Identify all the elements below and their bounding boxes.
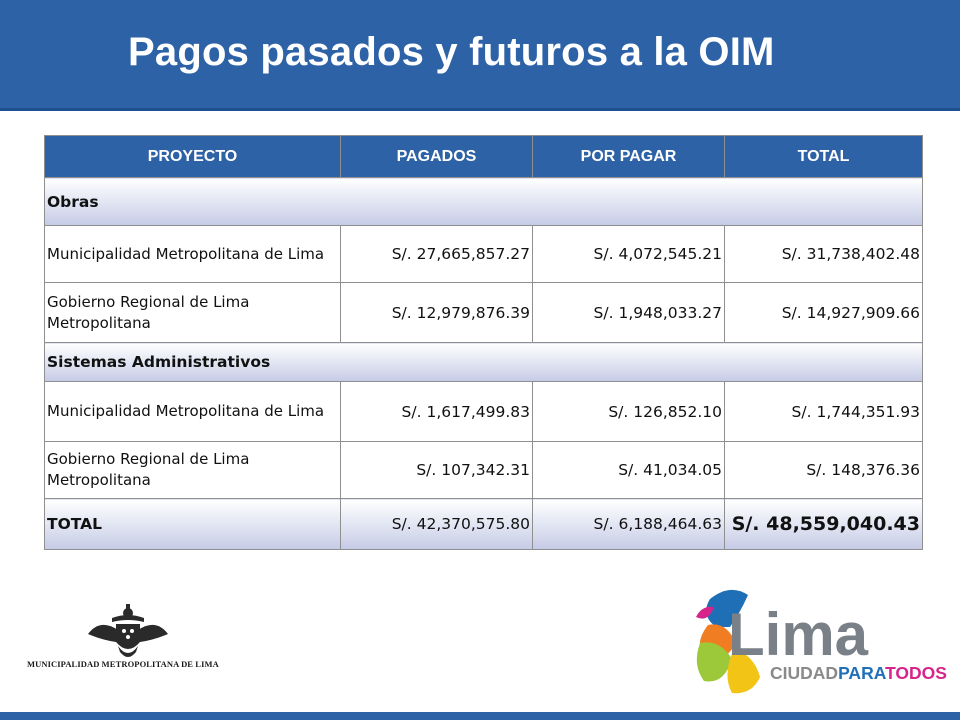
logo-yellow-shape — [727, 649, 760, 694]
logo-green-shape — [696, 642, 732, 682]
table-row: Municipalidad Metropolitana de Lima S/. … — [44, 225, 923, 283]
total-row: TOTAL S/. 42,370,575.80 S/. 6,188,464.63… — [44, 498, 923, 550]
tagline-ciudad: CIUDAD — [770, 663, 838, 683]
por-pagar-value: S/. 41,034.05 — [532, 441, 725, 499]
project-name: Municipalidad Metropolitana de Lima — [44, 381, 341, 442]
table-row: Gobierno Regional de Lima Metropolitana … — [44, 441, 923, 499]
table-row: Municipalidad Metropolitana de Lima S/. … — [44, 381, 923, 442]
tagline-para: PARA — [838, 663, 887, 683]
column-header-por-pagar: POR PAGAR — [532, 135, 725, 178]
section-row-obras: Obras — [44, 177, 923, 226]
logo-word: Lima — [728, 601, 869, 668]
project-name: Gobierno Regional de Lima Metropolitana — [44, 282, 341, 343]
total-value: S/. 31,738,402.48 — [724, 225, 923, 283]
lima-logo: Lima CIUDADPARATODOS — [696, 589, 947, 694]
total-pagados-value: S/. 42,370,575.80 — [340, 498, 533, 550]
table-header-row: PROYECTO PAGADOS POR PAGAR TOTAL — [44, 135, 923, 178]
total-value: S/. 1,744,351.93 — [724, 381, 923, 442]
pagados-value: S/. 27,665,857.27 — [340, 225, 533, 283]
grand-total-value: S/. 48,559,040.43 — [724, 498, 923, 550]
coat-of-arms-icon — [88, 604, 168, 657]
header-band — [0, 0, 960, 110]
total-por-pagar-value: S/. 6,188,464.63 — [532, 498, 725, 550]
page-title: Pagos pasados y futuros a la OIM — [128, 30, 775, 74]
pagados-value: S/. 12,979,876.39 — [340, 282, 533, 343]
logo-pink-shape — [696, 606, 714, 619]
total-label: TOTAL — [44, 498, 341, 550]
header-divider — [0, 108, 960, 111]
total-value: S/. 148,376.36 — [724, 441, 923, 499]
logo-tagline: CIUDADPARATODOS — [770, 663, 947, 683]
footer-band — [0, 712, 960, 720]
por-pagar-value: S/. 1,948,033.27 — [532, 282, 725, 343]
pagados-value: S/. 1,617,499.83 — [340, 381, 533, 442]
section-label: Obras — [44, 177, 923, 226]
tagline-todos: TODOS — [885, 663, 947, 683]
total-value: S/. 14,927,909.66 — [724, 282, 923, 343]
logo-blue-shape — [706, 589, 748, 627]
table-row: Gobierno Regional de Lima Metropolitana … — [44, 282, 923, 343]
section-label: Sistemas Administrativos — [44, 342, 923, 382]
payments-table: PROYECTO PAGADOS POR PAGAR TOTAL Obras M… — [44, 135, 923, 550]
por-pagar-value: S/. 4,072,545.21 — [532, 225, 725, 283]
column-header-proyecto: PROYECTO — [44, 135, 341, 178]
project-name: Municipalidad Metropolitana de Lima — [44, 225, 341, 283]
por-pagar-value: S/. 126,852.10 — [532, 381, 725, 442]
municipalidad-logo-text: MUNICIPALIDAD METROPOLITANA DE LIMA — [27, 659, 219, 669]
project-name: Gobierno Regional de Lima Metropolitana — [44, 441, 341, 499]
section-row-sistemas-administrativos: Sistemas Administrativos — [44, 342, 923, 382]
column-header-total: TOTAL — [724, 135, 923, 178]
column-header-pagados: PAGADOS — [340, 135, 533, 178]
pagados-value: S/. 107,342.31 — [340, 441, 533, 499]
